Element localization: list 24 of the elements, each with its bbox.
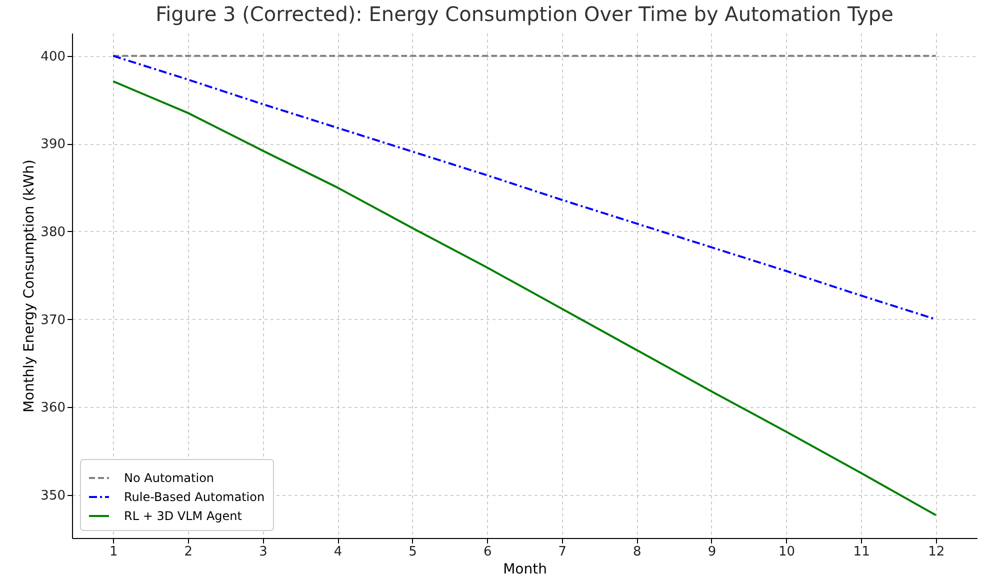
- y-tick-label: 380: [40, 224, 66, 240]
- chart-title: Figure 3 (Corrected): Energy Consumption Over Time by Automation Type: [156, 2, 894, 26]
- y-tick-label: 370: [40, 312, 66, 328]
- x-tick-label: 4: [334, 544, 342, 560]
- y-tick-label: 360: [40, 400, 66, 416]
- x-tick-label: 10: [778, 544, 796, 560]
- x-tick-label: 12: [928, 544, 945, 560]
- x-axis-title: Month: [503, 562, 547, 578]
- x-tick-label: 3: [259, 544, 268, 560]
- y-tick-label: 350: [40, 488, 66, 504]
- y-tick-label: 390: [40, 137, 66, 152]
- x-tick-label: 9: [708, 544, 716, 560]
- x-tick-label: 11: [853, 544, 870, 560]
- y-axis-title: Monthly Energy Consumption (kWh): [22, 160, 38, 412]
- x-tick-label: 2: [184, 544, 193, 560]
- y-tick-label: 400: [40, 49, 66, 64]
- x-tick-label: 8: [633, 544, 642, 560]
- x-tick-label: 7: [558, 544, 567, 560]
- x-tick-label: 6: [483, 544, 492, 560]
- legend-label: Rule-Based Automation: [124, 490, 265, 504]
- legend-label: No Automation: [124, 471, 214, 485]
- x-tick-label: 1: [109, 544, 118, 560]
- legend-label: RL + 3D VLM Agent: [124, 509, 242, 523]
- x-tick-label: 5: [408, 544, 417, 560]
